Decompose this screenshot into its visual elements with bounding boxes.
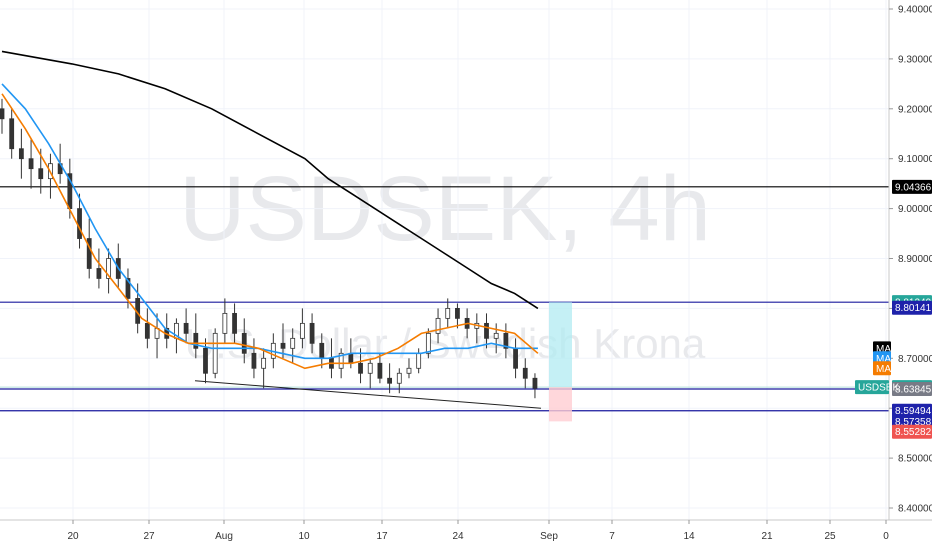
candle-body	[212, 332, 218, 374]
price-tick-label: 8.70000	[898, 354, 932, 365]
candle-body	[222, 312, 228, 334]
candle-body	[367, 362, 373, 374]
candle-body	[425, 332, 431, 354]
time-tick-label: 24	[452, 531, 464, 542]
candle-body	[348, 352, 354, 364]
candle-body	[0, 108, 5, 120]
time-tick-label: Sep	[540, 531, 558, 542]
price-tick-label: 9.30000	[898, 54, 932, 65]
long-position-box[interactable]	[549, 302, 572, 422]
horizontal-levels[interactable]	[0, 186, 889, 412]
time-tick-label: 7	[609, 531, 615, 542]
price-tags: 9.043668.812498.801418.642248.638458.594…	[855, 179, 932, 439]
moving-average-series	[1, 50, 539, 370]
price-tag-label: 8.63845	[895, 385, 932, 396]
candle-body	[193, 332, 199, 349]
candle-body	[203, 347, 208, 374]
price-tag	[892, 424, 932, 439]
candle-body	[9, 118, 15, 150]
price-tag-label: 8.59494	[895, 406, 932, 417]
time-tick-label: 17	[376, 531, 388, 542]
time-tick-label: 21	[761, 531, 773, 542]
ma-tag-label: MA	[876, 344, 891, 355]
time-tick-label: 14	[683, 531, 695, 542]
candlestick-series	[0, 98, 538, 399]
price-tick-label: 9.10000	[898, 154, 932, 165]
grid	[0, 0, 889, 520]
symbol-tag	[855, 380, 889, 395]
trendline[interactable]	[194, 380, 542, 409]
time-tick-label: 27	[143, 531, 155, 542]
ma-tag-label: MA	[876, 354, 891, 365]
candle-body	[532, 377, 538, 389]
time-tick-label: 20	[67, 531, 79, 542]
moving-average-line	[1, 50, 539, 310]
candle-body	[435, 317, 441, 334]
candle-body	[18, 148, 24, 160]
candle-body	[309, 322, 315, 344]
price-tag-label: 9.04366	[895, 182, 932, 193]
price-tick-label: 8.50000	[898, 454, 932, 465]
candle-body	[493, 332, 499, 339]
position-target-zone[interactable]	[549, 302, 572, 388]
time-tick-label: 10	[298, 531, 310, 542]
price-tag	[892, 179, 932, 194]
candle-body	[455, 307, 460, 319]
candle-body	[387, 377, 393, 384]
candle-body	[484, 322, 489, 339]
candle-body	[503, 332, 509, 349]
candle-body	[416, 352, 422, 369]
price-tick-label: 9.00000	[898, 204, 932, 215]
candle-body	[299, 322, 305, 339]
candle-body	[144, 322, 150, 339]
candle-body	[338, 352, 344, 369]
price-tick-label: 8.90000	[898, 254, 932, 265]
trendline-support[interactable]	[194, 380, 542, 409]
candle-body	[28, 158, 34, 170]
price-tick-label: 8.40000	[898, 504, 932, 515]
candle-body	[106, 258, 111, 279]
ma-tag-label: MA	[876, 364, 891, 375]
time-tick-label: 25	[824, 531, 836, 542]
price-tag	[892, 382, 932, 397]
ma-tag	[873, 361, 891, 376]
candle-body	[183, 322, 189, 334]
candle-body	[251, 352, 257, 369]
price-tick-label: 9.40000	[898, 5, 932, 16]
price-tag	[892, 403, 932, 418]
time-axis[interactable]: 20 27 Aug 10 17 24 Sep 7 14 21 25 0	[67, 520, 889, 542]
price-tag-label: 8.80141	[895, 303, 932, 314]
candle-body	[280, 342, 286, 349]
candle-body	[241, 332, 247, 354]
position-stop-zone[interactable]	[549, 387, 572, 422]
candle-body	[77, 208, 82, 239]
candle-body	[319, 342, 325, 359]
candle-body	[377, 362, 383, 379]
candle-body	[232, 312, 237, 334]
candle-body	[261, 357, 267, 369]
candle-body	[406, 367, 412, 374]
candle-body	[522, 367, 528, 379]
moving-average-line	[1, 83, 538, 360]
time-tick-label: 0	[883, 531, 889, 542]
candle-body	[290, 337, 296, 349]
candle-body	[125, 278, 131, 299]
candle-body	[38, 168, 44, 180]
price-tag	[892, 300, 932, 315]
candle-body	[86, 238, 92, 269]
moving-average-line	[1, 93, 539, 370]
candle-body	[513, 347, 518, 369]
candle-body	[96, 268, 102, 279]
price-tick-label: 9.20000	[898, 104, 932, 115]
candle-body	[396, 372, 402, 384]
time-tick-label: Aug	[215, 531, 233, 542]
candle-body	[358, 362, 363, 374]
candle-body	[445, 307, 451, 319]
symbol-tag-label: USDSEK	[858, 383, 899, 394]
price-tag-label: 8.57358	[895, 417, 932, 428]
price-tag-label: 8.55282	[895, 427, 932, 438]
